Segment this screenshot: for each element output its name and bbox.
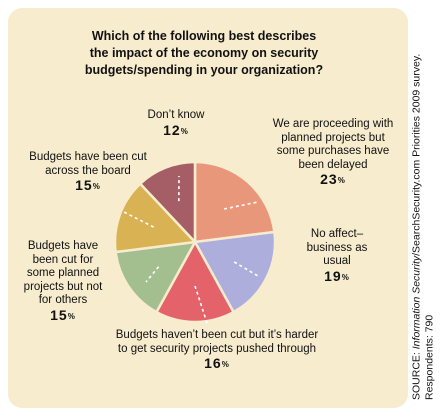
value-label: 15% — [18, 177, 158, 193]
label-line: to get security projects pushed through — [117, 342, 317, 355]
title-line-1: Which of the following best describes — [91, 29, 317, 43]
source-note: SOURCE: Information Security/SearchSecur… — [411, 0, 436, 400]
value-number: 15 — [50, 306, 68, 323]
percent-sign: % — [67, 311, 76, 321]
percent-sign: % — [221, 360, 230, 369]
label-line: Budgets haven’t been cut but it’s harder — [115, 329, 319, 341]
pie-slice-delayed — [193, 160, 276, 244]
value-label: 16% — [92, 355, 342, 371]
chart-title: Which of the following best describes th… — [28, 28, 380, 79]
pie-slice-cut-some — [114, 240, 198, 314]
label-line: Budgets have — [27, 240, 99, 252]
value-number: 23 — [320, 171, 338, 187]
percent-sign: % — [92, 182, 101, 191]
source-rest: /SearchSecurity.com Priorities 2009 surv… — [410, 53, 423, 256]
slice-label-delayed: We are proceeding with planned projects … — [248, 118, 418, 187]
label-line: No affect– — [310, 228, 364, 240]
source-prefix: SOURCE: — [410, 349, 423, 400]
label-line: been cut for — [32, 253, 94, 266]
pie-slice-harder — [154, 239, 236, 324]
percent-sign: % — [341, 272, 350, 282]
label-line: Budgets have been cut — [29, 151, 147, 163]
slice-label-dont-know: Don’t know 12% — [126, 109, 226, 137]
slice-label-no-affect: No affect– business as usual 19% — [292, 228, 382, 283]
value-label: 19% — [292, 267, 382, 284]
value-number: 12 — [163, 121, 181, 138]
pie-slice-cut-board — [113, 181, 198, 254]
slice-label-cut-some: Budgets have been cut for some planned p… — [10, 240, 116, 322]
title-line-3: budgets/spending in your organization? — [84, 63, 324, 77]
value-number: 15 — [75, 177, 93, 193]
percent-sign: % — [337, 176, 346, 185]
label-line: projects but not — [23, 280, 103, 293]
leader-line-no-affect — [233, 261, 259, 277]
label-line: usual — [323, 255, 351, 267]
title-line-2: the impact of the economy on security — [89, 46, 319, 60]
label-line: across the board — [45, 164, 131, 177]
source-publication: Information Security — [410, 255, 423, 350]
value-number: 16 — [204, 355, 222, 371]
label-line: business as — [306, 241, 368, 254]
leader-line-harder — [194, 285, 208, 324]
percent-sign: % — [180, 126, 189, 136]
value-number: 19 — [324, 267, 342, 284]
label-line: We are proceeding with — [272, 118, 394, 130]
value-label: 12% — [126, 121, 226, 138]
respondents-line: Respondents: 790 — [423, 314, 435, 400]
label-line: Don’t know — [147, 109, 205, 121]
label-line: been delayed — [298, 158, 368, 171]
pie-slice-no-affect — [193, 230, 277, 314]
slice-label-harder: Budgets haven’t been cut but it’s harder… — [92, 329, 342, 371]
pie-slice-dont-know — [138, 160, 197, 246]
source-line: SOURCE: Information Security/SearchSecur… — [411, 0, 424, 400]
value-label: 23% — [248, 171, 418, 187]
label-line: for others — [38, 294, 88, 306]
label-line: some planned — [26, 267, 100, 279]
value-label: 15% — [10, 306, 116, 323]
label-line: some purchases have — [276, 145, 390, 157]
slice-label-cut-board: Budgets have been cut across the board 1… — [18, 151, 158, 193]
label-line: planned projects but — [281, 131, 385, 144]
